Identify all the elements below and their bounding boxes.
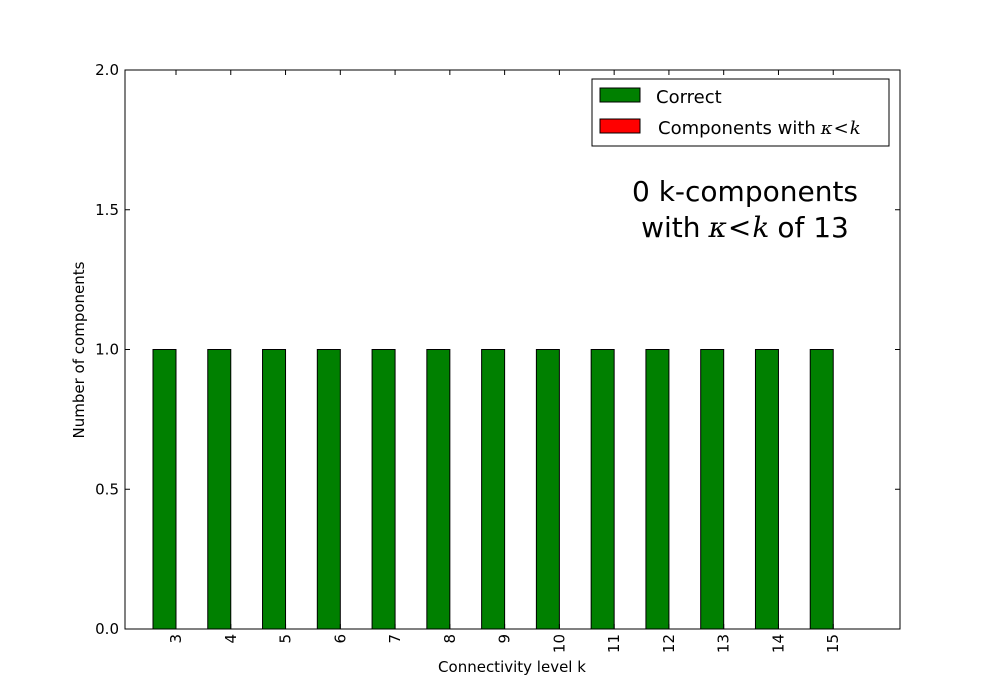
bar-correct-6	[316, 349, 341, 630]
legend-swatch-components	[599, 118, 641, 134]
bar-correct-7	[371, 349, 396, 630]
bar-correct-10	[535, 349, 560, 630]
plot-frame	[124, 69, 901, 630]
annotation-of-13: of 13	[777, 211, 849, 244]
x-tick-label-12: 12	[660, 634, 678, 653]
legend-k: k	[850, 118, 861, 139]
y-tick-label-0.0: 0.0	[95, 620, 119, 638]
x-tick-label-5: 5	[277, 634, 295, 644]
y-tick-label-1.0: 1.0	[95, 341, 119, 359]
legend-swatch-correct	[599, 87, 641, 103]
x-tick-label-10: 10	[550, 634, 568, 653]
annotation-with: with	[641, 211, 700, 244]
bar-correct-11	[590, 349, 615, 630]
annotation-line-1: 0 k-components	[632, 175, 858, 208]
bar-correct-4	[207, 349, 232, 630]
x-axis: 3 4 5 6 7 8 9 10 11 12 13 14 15	[167, 70, 842, 653]
x-tick-label-6: 6	[331, 634, 349, 644]
legend-label-components: Components with κ<k	[658, 118, 861, 139]
annotation-line-2: with κ<k of 13	[641, 211, 849, 244]
annotation-kappa: κ	[708, 211, 727, 244]
bar-correct-12	[645, 349, 670, 630]
bar-correct-9	[481, 349, 506, 630]
x-axis-label: Connectivity level k	[438, 658, 586, 676]
bars-layer	[152, 349, 834, 630]
legend-box	[591, 78, 890, 147]
legend: Correct Components with κ<k	[591, 78, 890, 147]
annotation-k: k	[752, 211, 769, 244]
x-tick-label-13: 13	[715, 634, 733, 653]
x-tick-label-3: 3	[167, 634, 185, 644]
bar-correct-13	[700, 349, 725, 630]
y-tick-label-1.5: 1.5	[95, 201, 119, 219]
annotation: 0 k-components with κ<k of 13	[632, 175, 858, 244]
x-tick-label-14: 14	[769, 634, 787, 653]
bar-correct-15	[809, 349, 834, 630]
annotation-lt: <	[728, 211, 751, 244]
legend-lt: <	[834, 118, 849, 139]
bar-correct-8	[426, 349, 451, 630]
x-tick-label-8: 8	[441, 634, 459, 644]
y-axis: 0.0 0.5 1.0 1.5 2.0	[95, 61, 900, 638]
bar-correct-3	[152, 349, 177, 630]
legend-kappa: κ	[820, 118, 833, 139]
legend-label-components-text: Components with	[658, 118, 816, 139]
bar-correct-14	[754, 349, 779, 630]
y-axis-label: Number of components	[70, 261, 88, 438]
x-tick-label-11: 11	[605, 634, 623, 653]
bar-correct-5	[262, 349, 287, 630]
x-tick-label-9: 9	[496, 634, 514, 644]
x-tick-label-15: 15	[824, 634, 842, 653]
x-tick-label-4: 4	[222, 634, 240, 644]
y-tick-label-2.0: 2.0	[95, 61, 119, 79]
x-tick-label-7: 7	[386, 634, 404, 644]
y-tick-label-0.5: 0.5	[95, 480, 119, 498]
legend-label-correct: Correct	[656, 87, 722, 108]
